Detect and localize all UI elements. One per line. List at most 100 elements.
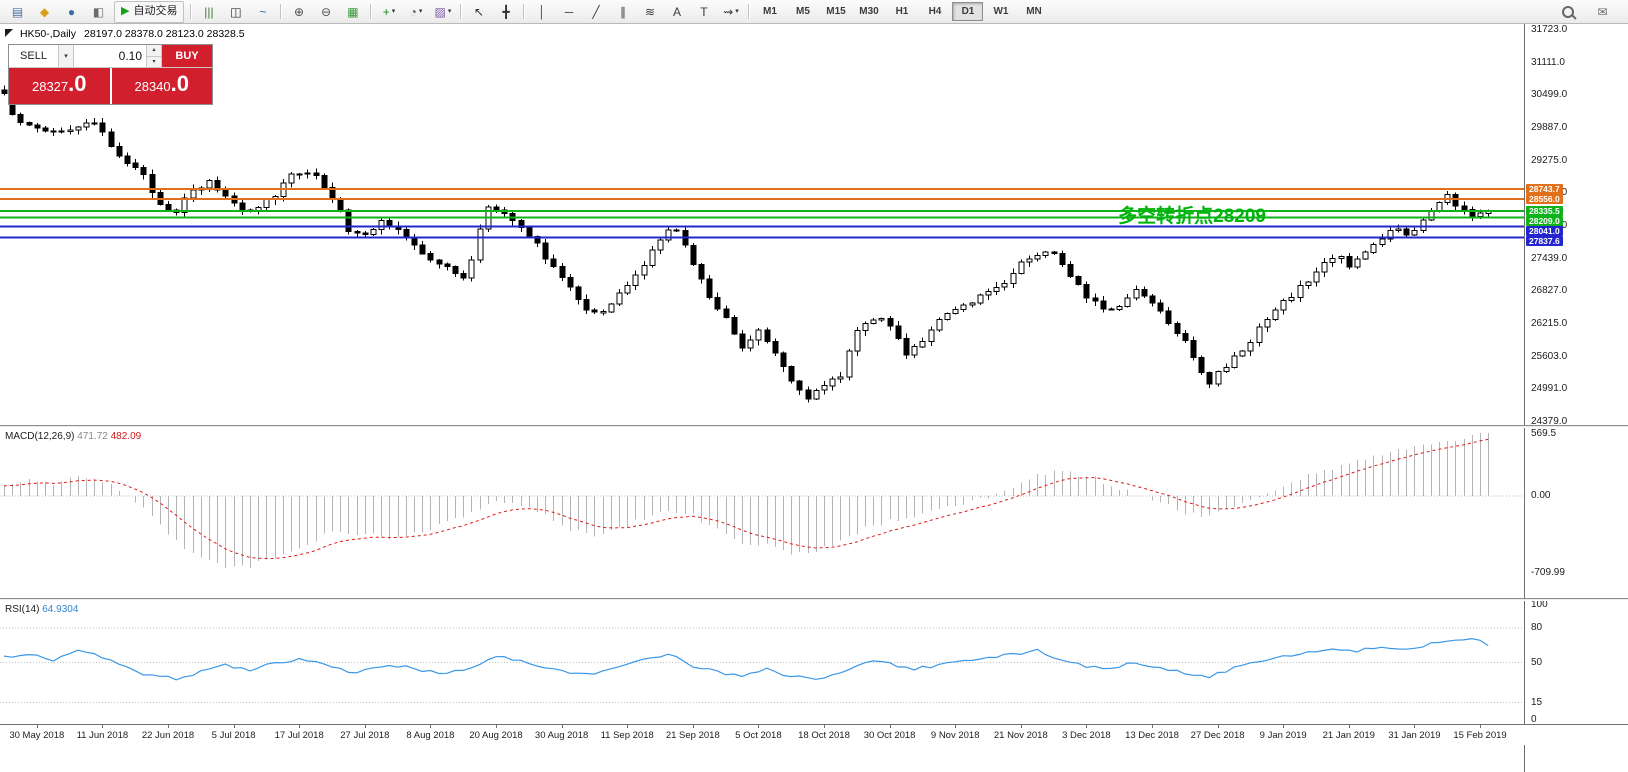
indicator-tick-label: 0 (1531, 714, 1537, 725)
chart-corner-triangle[interactable] (5, 29, 13, 37)
templates-icon[interactable]: ▨ ▾ (429, 1, 456, 23)
equidistant-channel-icon[interactable]: ∥ (609, 1, 636, 23)
timeframe-mn[interactable]: MN (1026, 6, 1042, 17)
one-click-menu-button[interactable]: ▾ (59, 45, 74, 67)
text-icon: A (672, 4, 681, 19)
macd-name: MACD(12,26,9) (5, 431, 75, 442)
candles (1, 85, 1492, 403)
periods-icon[interactable]: ◔ ▾ (402, 1, 429, 23)
timeframe-d1[interactable]: D1 (952, 2, 984, 21)
trendline-icon[interactable]: ╱ (582, 1, 609, 23)
chart-plot-area[interactable]: 多空转折点28209 HK50-,Daily 28197.0 28378.0 28… (0, 24, 1524, 772)
candlestick-chart-icon[interactable]: ◫ (222, 1, 249, 23)
buy-price-button[interactable]: 28340.0 (111, 68, 212, 104)
zoom-in-icon[interactable]: ⊕ (285, 1, 312, 23)
bar-chart-icon: ||| (204, 4, 214, 19)
crosshair-icon[interactable]: ╋ (492, 1, 519, 23)
toolbar-separator (748, 4, 750, 19)
terminal-icon[interactable]: ◧ (85, 1, 112, 23)
timeframe-h1[interactable]: H1 (895, 6, 909, 17)
line-chart-icon: ~ (259, 4, 267, 19)
indicators-icon[interactable]: + ▾ (375, 1, 402, 23)
date-label: 11 Jun 2018 (76, 730, 129, 741)
macd-signal-value: 482.09 (110, 431, 142, 442)
volume-input[interactable] (74, 45, 146, 67)
price-tick-label: 29887.0 (1531, 122, 1568, 133)
sell-price-button[interactable]: 28327.0 (9, 68, 110, 104)
price-scale[interactable]: 31723.031111.030499.029887.029275.028663… (1524, 24, 1628, 772)
market-watch-icon[interactable]: ◆ (31, 1, 58, 23)
zoom-out-icon[interactable]: ⊖ (312, 1, 339, 23)
indicator-tick-label: 15 (1531, 696, 1543, 708)
date-label: 18 Oct 2018 (798, 730, 850, 741)
community-icon[interactable]: ✉ (1597, 4, 1608, 19)
toolbar-separator (190, 4, 192, 19)
time-tick (233, 725, 235, 728)
line-chart-icon[interactable]: ~ (249, 1, 276, 23)
pane-separator[interactable] (0, 425, 1628, 428)
date-label: 21 Nov 2018 (993, 730, 1048, 741)
timeframe-h4[interactable]: H4 (928, 6, 942, 17)
indicator-tick-label: 0.00 (1531, 490, 1551, 501)
bar-chart-icon[interactable]: ||| (195, 1, 222, 23)
time-tick (692, 725, 694, 728)
time-tick (1480, 725, 1481, 728)
date-label: 21 Sep 2018 (665, 730, 720, 741)
text-label-icon[interactable]: T (690, 1, 717, 23)
date-label: 5 Oct 2018 (735, 730, 782, 741)
rsi-indicator-pane[interactable] (0, 601, 1524, 724)
templates-icon: ▨ (434, 4, 446, 19)
price-tick-label: 25603.0 (1531, 350, 1568, 362)
volume-down-button[interactable]: ▾ (147, 56, 161, 67)
chart-annotation[interactable]: 多空转折点28209 (1118, 204, 1266, 227)
pane-separator[interactable] (0, 598, 1628, 601)
chevron-down-icon: ▾ (391, 8, 396, 15)
new-order-icon[interactable]: ▤ (4, 1, 31, 23)
chart-window: 多空转折点28209 HK50-,Daily 28197.0 28378.0 28… (0, 24, 1628, 772)
time-scale[interactable]: 30 May 2018 11 Jun 2018 22 Jun 2018 5 Jul 2… (0, 724, 1628, 745)
fibonacci-icon[interactable]: ≋ (636, 1, 663, 23)
cursor-icon[interactable]: ↖ (465, 1, 492, 23)
timeframe-m5[interactable]: M5 (796, 6, 810, 17)
rsi-label: RSI(14) 64.9304 (5, 604, 78, 615)
text-icon[interactable]: A (663, 1, 690, 23)
autotrading-button[interactable]: ▶ 自动交易 (114, 0, 185, 23)
volume-field: ▴ ▾ (74, 45, 162, 67)
tile-windows-icon[interactable]: ▦ (339, 1, 366, 23)
date-label: 9 Jan 2019 (1259, 730, 1307, 741)
time-tick (889, 725, 891, 728)
toolbar-separator (370, 4, 372, 19)
sell-button[interactable]: SELL (9, 45, 59, 67)
vertical-line-icon: │ (538, 4, 546, 19)
price-tag: 27837.6 (1526, 235, 1563, 246)
play-icon: ▶ (121, 5, 130, 17)
date-label: 30 Oct 2018 (863, 730, 916, 741)
timeframe-m30[interactable]: M30 (859, 6, 879, 17)
time-tick (1348, 725, 1350, 728)
search-icon[interactable] (1554, 1, 1581, 23)
search-icon (1561, 5, 1574, 18)
timeframe-m1[interactable]: M1 (763, 6, 777, 17)
candlestick-chart[interactable]: 多空转折点28209 (0, 24, 1524, 425)
indicators-icon: + (382, 4, 390, 19)
volume-up-button[interactable]: ▴ (147, 45, 161, 57)
timeframe-m15[interactable]: M15 (826, 6, 846, 17)
buy-price-int: 28340 (134, 79, 171, 94)
time-tick (299, 725, 301, 728)
horizontal-line-icon[interactable]: ─ (555, 1, 582, 23)
indicator-tick-label: 569.5 (1531, 427, 1557, 439)
zoom-in-icon: ⊕ (293, 4, 304, 19)
one-click-price-row: 28327.0 28340.0 (9, 68, 212, 104)
arrows-icon[interactable]: ⇝ ▾ (717, 1, 744, 23)
price-tick-label: 27439.0 (1531, 252, 1568, 264)
buy-price-frac: .0 (170, 71, 189, 96)
date-label: 31 Jan 2019 (1388, 730, 1441, 741)
macd-indicator-pane[interactable] (0, 428, 1524, 598)
vertical-line-icon[interactable]: │ (528, 1, 555, 23)
navigator-icon[interactable]: ● (58, 1, 85, 23)
one-click-trading-panel: SELL ▾ ▴ ▾ BUY 28327.0 28340.0 (8, 44, 213, 105)
time-tick (561, 725, 563, 728)
rsi-name: RSI(14) (5, 604, 40, 615)
timeframe-w1[interactable]: W1 (993, 6, 1009, 17)
buy-button[interactable]: BUY (162, 45, 212, 67)
